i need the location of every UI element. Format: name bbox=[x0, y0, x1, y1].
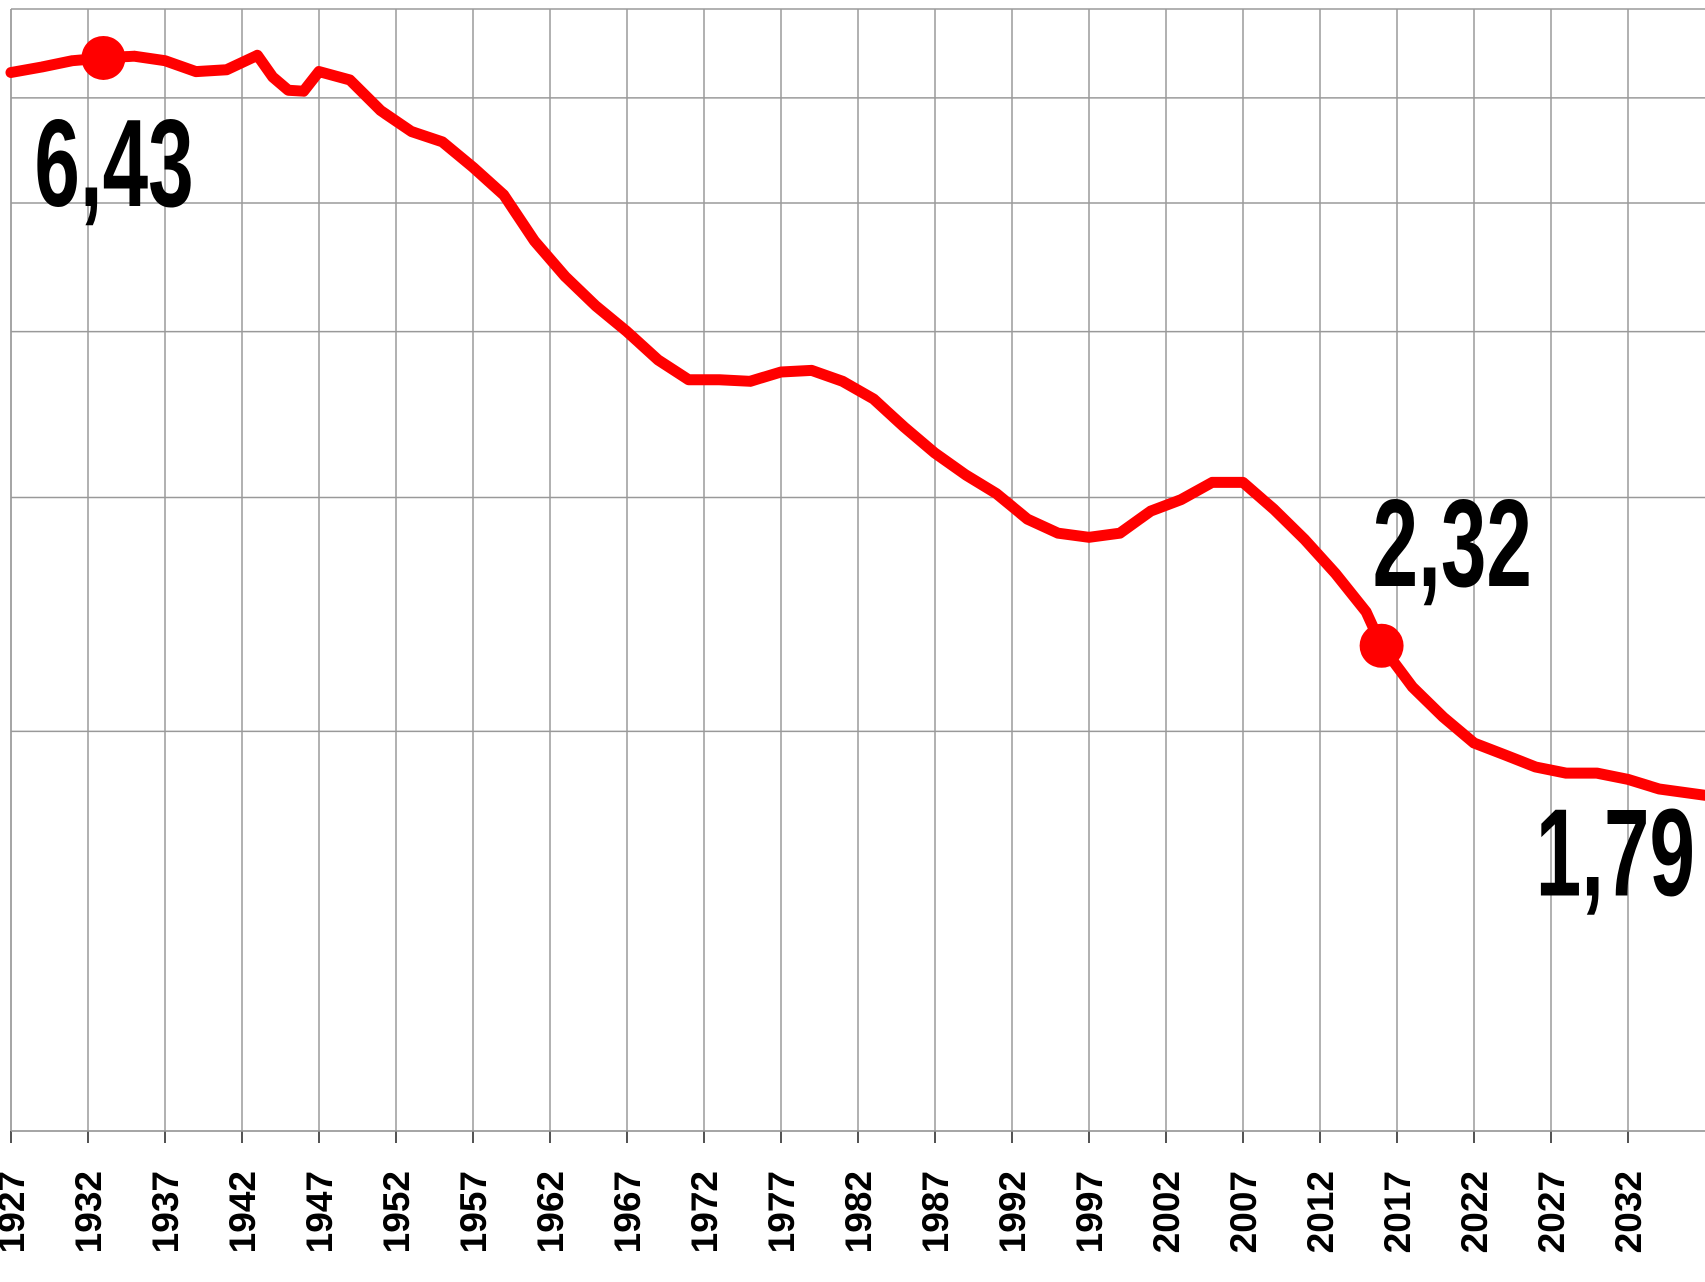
annotation-label: 6,43 bbox=[34, 95, 193, 233]
x-tick-label: 2022 bbox=[1454, 1171, 1495, 1253]
x-tick-label: 1992 bbox=[992, 1171, 1033, 1253]
annotation-label: 1,79 bbox=[1536, 784, 1695, 922]
x-tick-label: 2027 bbox=[1531, 1171, 1572, 1253]
x-tick-label: 2007 bbox=[1223, 1171, 1264, 1253]
x-tick-label: 1962 bbox=[530, 1171, 571, 1253]
x-tick-label: 1972 bbox=[684, 1171, 725, 1253]
point-marker bbox=[1359, 623, 1404, 668]
x-tick-label: 1932 bbox=[68, 1171, 109, 1253]
x-tick-label: 2017 bbox=[1377, 1171, 1418, 1253]
x-tick-label: 1952 bbox=[376, 1171, 417, 1253]
x-tick-label: 1942 bbox=[222, 1171, 263, 1253]
x-tick-label: 1987 bbox=[915, 1171, 956, 1253]
x-tick-label: 1982 bbox=[838, 1171, 879, 1253]
x-tick-label: 1937 bbox=[145, 1171, 186, 1253]
x-tick-label: 2032 bbox=[1608, 1171, 1649, 1253]
annotation: 6,43 bbox=[34, 95, 193, 233]
line bbox=[5, 49, 1705, 801]
x-tick-label: 1967 bbox=[607, 1171, 648, 1253]
annotation: 1,79 bbox=[1536, 784, 1695, 922]
point-marker bbox=[81, 35, 126, 80]
annotation-label: 2,32 bbox=[1373, 475, 1532, 613]
annotation: 2,32 bbox=[1373, 475, 1532, 613]
x-tick-label: 1997 bbox=[1069, 1171, 1110, 1253]
x-tick-label: 1927 bbox=[0, 1171, 32, 1253]
x-tick-label: 2002 bbox=[1146, 1171, 1187, 1253]
x-tick-label: 1947 bbox=[299, 1171, 340, 1253]
x-tick-label: 2012 bbox=[1300, 1171, 1341, 1253]
x-tick-label: 1977 bbox=[761, 1171, 802, 1253]
x-tick-label: 1957 bbox=[453, 1171, 494, 1253]
